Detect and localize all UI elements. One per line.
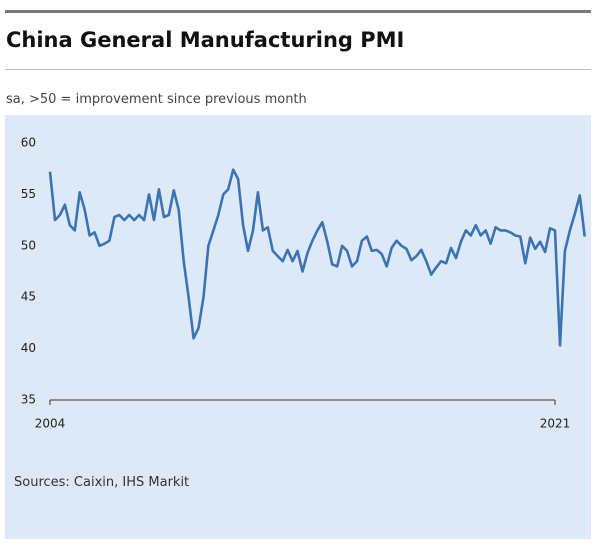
y-tick-label: 40	[21, 341, 36, 355]
y-tick-label: 60	[21, 136, 36, 150]
y-tick-label: 45	[21, 290, 36, 304]
chart-title: China General Manufacturing PMI	[6, 28, 405, 52]
source-note: Sources: Caixin, IHS Markit	[14, 475, 190, 490]
top-bar	[5, 10, 591, 13]
title-rule	[5, 69, 591, 70]
y-tick-label: 50	[21, 238, 36, 252]
y-tick-label: 55	[21, 187, 36, 201]
y-tick-label: 35	[21, 393, 36, 407]
chart-panel	[5, 115, 591, 539]
chart-subtitle: sa, >50 = improvement since previous mon…	[6, 92, 307, 107]
x-tick-label: 2021	[540, 417, 571, 431]
line-series	[48, 168, 586, 347]
x-tick-label: 2004	[35, 417, 66, 431]
